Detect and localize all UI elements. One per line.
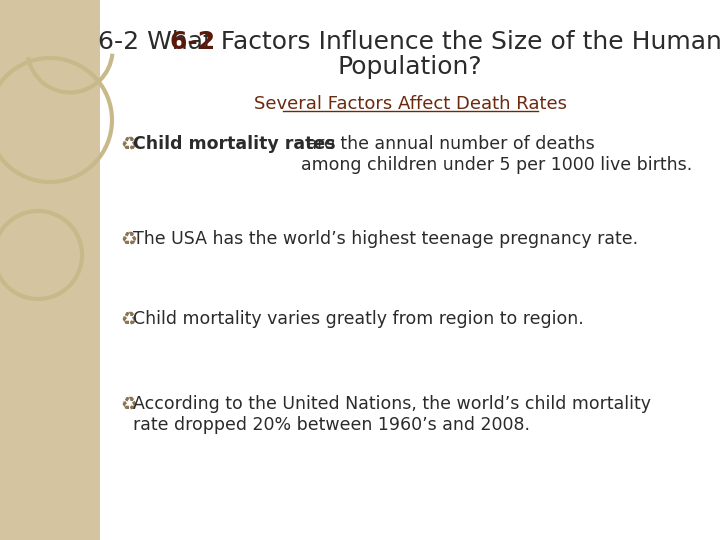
Text: ♻: ♻ [120,230,137,249]
Text: Child mortality rates: Child mortality rates [133,135,336,153]
Text: ♻: ♻ [120,310,137,329]
Text: ♻: ♻ [120,135,137,154]
Text: ♻: ♻ [120,395,137,414]
Text: The USA has the world’s highest teenage pregnancy rate.: The USA has the world’s highest teenage … [133,230,638,248]
Text: Population?: Population? [338,55,482,79]
Text: 6-2: 6-2 [170,30,224,54]
Text: According to the United Nations, the world’s child mortality
rate dropped 20% be: According to the United Nations, the wor… [133,395,651,434]
Text: Several Factors Affect Death Rates: Several Factors Affect Death Rates [253,95,567,113]
Text: are the annual number of deaths
among children under 5 per 1000 live births.: are the annual number of deaths among ch… [301,135,692,174]
Bar [0,0,100,540]
Text: 6-2 What Factors Influence the Size of the Human: 6-2 What Factors Influence the Size of t… [98,30,720,54]
Text: Child mortality varies greatly from region to region.: Child mortality varies greatly from regi… [133,310,584,328]
